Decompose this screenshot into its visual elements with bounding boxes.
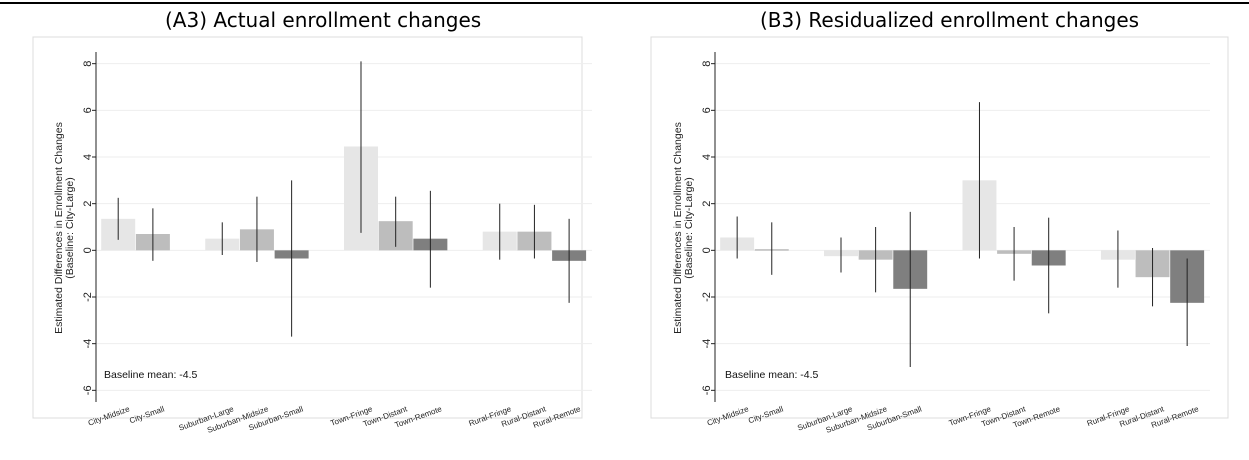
y-tick-label: -2 <box>82 292 94 302</box>
chart-frame <box>650 36 1229 419</box>
y-axis-title: Estimated Differences in Enrollment Chan… <box>53 122 65 334</box>
y-axis-title: Estimated Differences in Enrollment Chan… <box>672 122 684 334</box>
y-axis-subtitle: (Baseline: City-Large) <box>683 177 695 279</box>
y-tick-label: 0 <box>701 247 713 253</box>
y-tick-label: 2 <box>701 201 713 207</box>
y-tick-label: 4 <box>701 154 713 160</box>
y-tick-label: 0 <box>82 247 94 253</box>
chart-title-a: (A3) Actual enrollment changes <box>165 8 482 32</box>
chart-title-b: (B3) Residualized enrollment changes <box>760 8 1140 32</box>
y-tick-label: 6 <box>82 107 94 113</box>
y-tick-label: -6 <box>701 385 713 395</box>
chart-panel-1: -6 -4 -2 0 2 4 6 8 Estimated Differences in Enro… <box>650 36 1229 435</box>
y-tick-label: 8 <box>701 61 713 67</box>
y-tick-label: -2 <box>701 292 713 302</box>
y-axis-subtitle: (Baseline: City-Large) <box>64 177 76 279</box>
top-rule <box>0 2 1249 4</box>
y-tick-label: -6 <box>82 385 94 395</box>
y-tick-label: -4 <box>701 339 713 349</box>
y-tick-label: -4 <box>82 339 94 349</box>
y-tick-label: 2 <box>82 201 94 207</box>
baseline-note: Baseline mean: -4.5 <box>104 369 198 381</box>
y-tick-label: 4 <box>82 154 94 160</box>
y-tick-label: 8 <box>82 61 94 67</box>
y-tick-label: 6 <box>701 107 713 113</box>
chart-panel-0: -6 -4 -2 0 2 4 6 8 Estimated Differences in Enro… <box>32 36 592 435</box>
baseline-note: Baseline mean: -4.5 <box>725 369 819 381</box>
